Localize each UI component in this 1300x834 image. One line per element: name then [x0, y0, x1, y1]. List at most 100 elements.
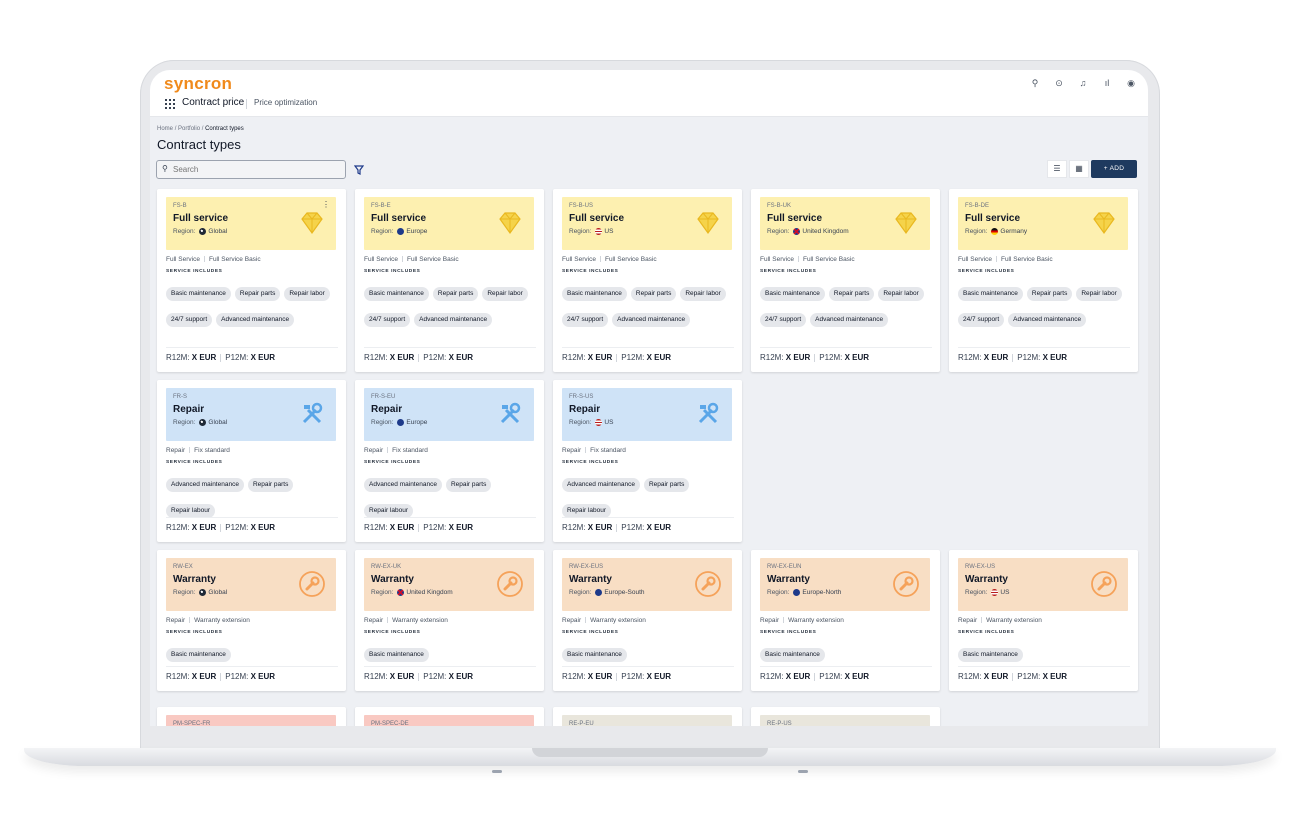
- subcategory: Full Service Basic: [208, 256, 261, 263]
- filter-icon[interactable]: [353, 165, 365, 178]
- p12m-label: P12M:: [621, 672, 645, 681]
- r12m-value: X EUR: [587, 353, 613, 362]
- contract-title: Full service: [569, 213, 625, 224]
- contract-card[interactable]: RW-EX-EUN Warranty Region: Europe-North Repa…: [751, 550, 940, 691]
- service-chip: Advanced maintenance: [562, 478, 640, 492]
- card-header: RW-EX-EUS Warranty Region: Europe-South: [562, 558, 732, 611]
- service-chip: 24/7 support: [364, 313, 411, 327]
- contract-card[interactable]: FS-B Full service Region: Global ⋮ Full Servi…: [157, 189, 346, 372]
- contract-card[interactable]: RW-EX-EUS Warranty Region: Europe-South Repa…: [553, 550, 742, 691]
- contract-card[interactable]: RE-P-US: [751, 707, 940, 726]
- grid-view-icon[interactable]: ▦: [1069, 160, 1089, 178]
- contract-card[interactable]: PM-SPEC-FR: [157, 707, 346, 726]
- service-chip: Repair parts: [247, 478, 294, 492]
- subcategory: Fix standard: [590, 447, 626, 454]
- de-flag-icon: [991, 228, 999, 235]
- r12m-value: X EUR: [191, 353, 217, 362]
- chart-icon[interactable]: ıl: [1104, 78, 1110, 88]
- contract-code: RW-EX-US: [965, 564, 996, 570]
- service-chip: Basic maintenance: [760, 287, 825, 301]
- service-chip-list: Basic maintenance Repair parts Repair labo…: [364, 282, 536, 334]
- contract-card[interactable]: FS-B-DE Full service Region: Germany Full Se…: [949, 189, 1138, 372]
- eu-flag-icon: [397, 228, 405, 235]
- laptop-foot: [492, 770, 502, 773]
- contract-card[interactable]: FS-B-US Full service Region: US Full Service…: [553, 189, 742, 372]
- contract-card[interactable]: FR-S Repair Region: Global Repair Fix standar…: [157, 380, 346, 542]
- p12m-label: P12M:: [423, 672, 447, 681]
- p12m-label: P12M:: [819, 672, 843, 681]
- globe-flag-icon: [199, 419, 207, 426]
- p12m-value: X EUR: [844, 353, 870, 362]
- service-chip: Repair labor: [680, 287, 726, 301]
- tools-icon: [694, 400, 722, 428]
- breadcrumb-portfolio[interactable]: Portfolio: [178, 126, 201, 132]
- p12m-label: P12M:: [621, 523, 645, 532]
- p12m-value: X EUR: [250, 523, 276, 532]
- divider: [364, 517, 536, 518]
- help-icon[interactable]: ⊙: [1055, 78, 1063, 88]
- contract-code: RW-EX-EUS: [569, 564, 604, 570]
- globe-flag-icon: [199, 228, 207, 235]
- add-button[interactable]: + ADD: [1091, 160, 1137, 178]
- r12m-value: X EUR: [983, 353, 1009, 362]
- subcategory: Full Service Basic: [802, 256, 855, 263]
- service-chip: Advanced maintenance: [1008, 313, 1087, 327]
- subcategory: Warranty extension: [788, 617, 844, 624]
- contract-card[interactable]: FS-B-E Full service Region: Europe Full Serv…: [355, 189, 544, 372]
- p12m-value: X EUR: [250, 353, 276, 362]
- header-icons: ⚲ ⊙ ♫ ıl ◉: [1030, 78, 1136, 88]
- bell-icon[interactable]: ♫: [1079, 78, 1087, 88]
- more-options-icon[interactable]: ⋮: [322, 200, 330, 209]
- page-title: Contract types: [157, 137, 241, 152]
- contract-card[interactable]: PM-SPEC-DE: [355, 707, 544, 726]
- service-includes-label: SERVICE INCLUDES: [166, 269, 223, 274]
- divider: [958, 666, 1130, 667]
- contract-category: Full Service Full Service Basic: [562, 256, 657, 263]
- apps-grid-icon[interactable]: [165, 99, 175, 109]
- contract-card[interactable]: RW-EX-US Warranty Region: US Repair Warranty …: [949, 550, 1138, 691]
- subcategory: Warranty extension: [590, 617, 646, 624]
- contract-card[interactable]: FR-S-EU Repair Region: Europe Repair Fix stan…: [355, 380, 544, 542]
- category: Repair: [364, 447, 384, 454]
- search-icon[interactable]: ⚲: [1031, 78, 1039, 88]
- search-input[interactable]: [173, 163, 338, 176]
- laptop-foot: [798, 770, 808, 773]
- list-view-icon[interactable]: ☰: [1047, 160, 1067, 178]
- contract-card[interactable]: RW-EX-UK Warranty Region: United Kingdom Rep…: [355, 550, 544, 691]
- breadcrumb-separator: /: [174, 126, 177, 132]
- contract-card[interactable]: FS-B-UK Full service Region: United Kingdom…: [751, 189, 940, 372]
- breadcrumb-home[interactable]: Home: [157, 126, 174, 132]
- service-chip: Repair labor: [482, 287, 528, 301]
- contract-category: Full Service Full Service Basic: [760, 256, 855, 263]
- subcategory: Warranty extension: [986, 617, 1042, 624]
- contract-code: FS-B-DE: [965, 203, 989, 209]
- diamond-icon: [1090, 209, 1118, 237]
- diamond-icon: [892, 209, 920, 237]
- contract-card[interactable]: FR-S-US Repair Region: US Repair Fix standard…: [553, 380, 742, 542]
- contract-card[interactable]: RE-P-EU: [553, 707, 742, 726]
- app-title[interactable]: Contract price: [182, 97, 245, 108]
- subcategory: Fix standard: [194, 447, 230, 454]
- region-label: Region:: [371, 589, 394, 596]
- card-header: RE-P-US: [760, 715, 930, 726]
- user-icon[interactable]: ◉: [1127, 78, 1135, 88]
- app-subtitle[interactable]: Price optimization: [254, 98, 318, 107]
- subcategory: Fix standard: [392, 447, 428, 454]
- r12m-label: R12M:: [760, 672, 784, 681]
- breadcrumb-separator: /: [201, 126, 204, 132]
- service-chip-list: Basic maintenance: [364, 643, 536, 669]
- category: Repair: [760, 617, 780, 624]
- service-chip-list: Advanced maintenance Repair parts Repair l…: [166, 473, 338, 525]
- logo[interactable]: syncron: [164, 74, 233, 93]
- card-header: FR-S-EU Repair Region: Europe: [364, 388, 534, 441]
- r12m-label: R12M:: [166, 353, 190, 362]
- p12m-label: P12M:: [225, 523, 249, 532]
- contract-title: Repair: [173, 404, 205, 415]
- service-chip: Basic maintenance: [562, 287, 627, 301]
- contract-code: RW-EX-UK: [371, 564, 402, 570]
- contract-card[interactable]: RW-EX Warranty Region: Global Repair Warranty…: [157, 550, 346, 691]
- view-toggle: ☰ ▦: [1047, 160, 1089, 178]
- region-name: Global: [208, 419, 228, 426]
- service-chip: 24/7 support: [760, 313, 807, 327]
- contract-region: Region: United Kingdom: [767, 228, 849, 235]
